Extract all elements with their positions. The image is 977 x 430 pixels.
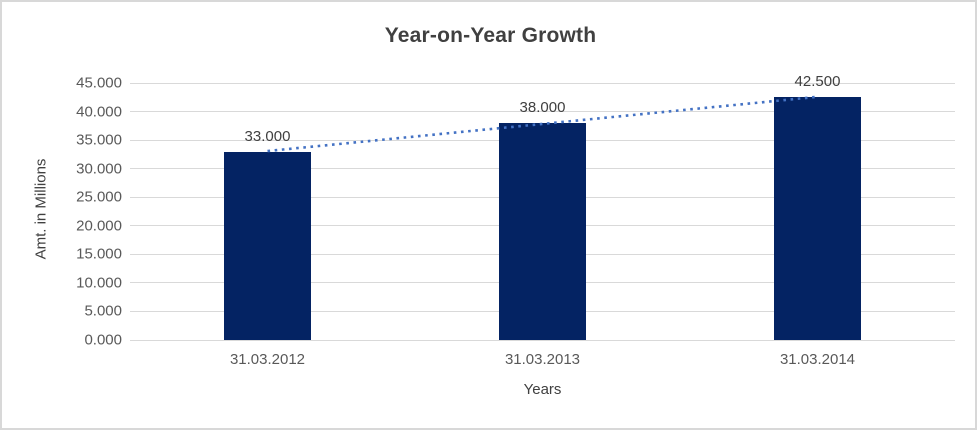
- y-tick-label: 15.000: [76, 245, 122, 263]
- y-tick-label: 5.000: [84, 302, 122, 320]
- bar-data-label: 33.000: [244, 127, 291, 145]
- bar-31.03.2012: [224, 151, 311, 340]
- x-axis-title: Years: [523, 381, 562, 398]
- gridline: [130, 82, 955, 84]
- bar-31.03.2014: [774, 97, 861, 340]
- chart-title: Year-on-Year Growth: [384, 24, 597, 47]
- plot-area: 33.000 38.000 42.500: [130, 73, 955, 341]
- bar-data-label: 38.000: [519, 98, 566, 116]
- y-tick-label: 20.000: [76, 217, 122, 235]
- trendline: [267, 95, 818, 153]
- gridline: [130, 111, 955, 113]
- y-tick-label: 0.000: [84, 331, 122, 349]
- y-tick-label: 10.000: [76, 274, 122, 292]
- gridline: [130, 339, 955, 341]
- x-category-label: 31.03.2014: [779, 351, 856, 368]
- y-tick-label: 35.000: [76, 131, 122, 149]
- y-tick-label: 25.000: [76, 188, 122, 206]
- y-tick-label: 30.000: [76, 160, 122, 178]
- y-tick-label: 40.000: [76, 103, 122, 121]
- x-category-label: 31.03.2012: [229, 351, 306, 368]
- bar-data-label: 42.500: [794, 73, 841, 91]
- x-category-label: 31.03.2013: [504, 351, 581, 368]
- bar-31.03.2013: [499, 122, 586, 340]
- y-tick-label: 45.000: [76, 74, 122, 92]
